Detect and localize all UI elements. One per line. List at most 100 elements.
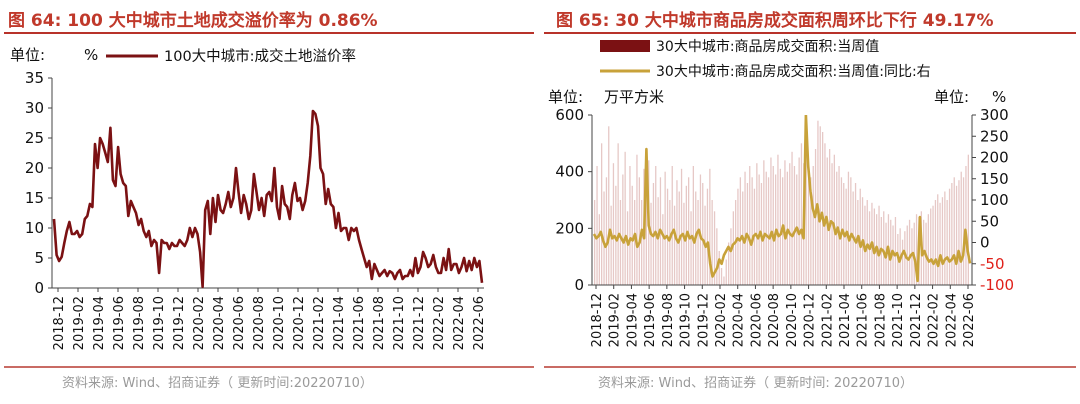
left-x-tick-label: 2021-10	[392, 296, 407, 350]
right-x-tick-label: 2019-02	[608, 293, 623, 347]
left-legend-label: 100大中城市:成交土地溢价率	[164, 47, 356, 65]
right-bar	[948, 188, 951, 285]
right-bar	[941, 197, 944, 285]
right-bar	[636, 154, 638, 285]
right-bar	[732, 211, 734, 285]
left-chart-panel: 图 64: 100 大中城市土地成交溢价率为 0.86% 单位:% 100大中城市…	[4, 11, 534, 391]
left-y-tick-label: 25	[25, 129, 44, 147]
left-line-chart: 单位:% 100大中城市:成交土地溢价率 0 5 10 15 20 25 30 35 2018-12…	[10, 46, 487, 350]
right-bar	[930, 208, 932, 285]
right-bar	[749, 166, 751, 285]
right-bar	[751, 177, 753, 285]
left-y-tick-label: 5	[34, 249, 44, 267]
right-bar	[962, 177, 965, 285]
right-x-tick-label: 2020-02	[714, 293, 729, 347]
right-bar	[634, 200, 636, 285]
left-y-tick-label: 10	[25, 219, 44, 237]
right-bar	[833, 154, 835, 285]
right-bar	[725, 259, 727, 285]
right-bar	[915, 214, 918, 285]
right-x-tick-label: 2021-02	[820, 293, 835, 347]
right-bar	[720, 268, 723, 285]
right-title-rule	[544, 32, 1076, 34]
right-bar	[730, 228, 732, 285]
right-bar	[706, 188, 709, 285]
right-left-y-tick-label: 0	[574, 276, 584, 294]
right-bar	[662, 214, 664, 285]
left-y-tick-label: 35	[25, 69, 44, 87]
right-unit-right-value: %	[992, 88, 1006, 106]
right-chart-panel: 图 65: 30 大中城市商品房成交面积周环比下行 49.17% 30大中城市:…	[540, 0, 1080, 404]
right-x-tick-label: 2019-04	[625, 293, 640, 347]
right-bar	[758, 174, 760, 285]
right-x-tick-label: 2021-04	[838, 293, 853, 347]
right-bar	[711, 200, 713, 285]
right-bar	[697, 200, 699, 285]
right-bar	[854, 183, 857, 285]
right-bar	[845, 188, 847, 285]
right-unit-right-label: 单位:	[934, 88, 969, 106]
right-x-tick-label: 2020-12	[803, 293, 818, 347]
right-left-y-tick-label: 400	[555, 163, 584, 181]
right-right-y-tick-label: 200	[980, 149, 1009, 167]
right-bar	[690, 211, 692, 285]
right-bar	[596, 166, 598, 285]
right-bar	[692, 166, 694, 285]
right-bar	[824, 143, 826, 285]
left-title-rule	[4, 32, 534, 34]
right-right-y-tick-label: -50	[980, 255, 1005, 273]
right-x-tick-label: 2021-12	[909, 293, 924, 347]
right-bar	[601, 143, 603, 285]
right-bar	[859, 188, 861, 285]
right-bar	[683, 202, 685, 285]
right-x-tick-label: 2020-10	[785, 293, 800, 347]
right-bar	[908, 219, 911, 285]
left-x-tick-label: 2021-04	[332, 296, 347, 350]
right-bar	[669, 200, 671, 285]
right-bar	[612, 163, 615, 285]
right-bar	[911, 228, 913, 285]
right-chart-title: 图 65: 30 大中城市商品房成交面积周环比下行 49.17%	[556, 11, 994, 31]
right-bar	[817, 120, 819, 285]
right-bar	[723, 276, 725, 285]
right-bar	[624, 151, 626, 285]
left-x-tick-label: 2020-02	[192, 296, 207, 350]
right-bar	[645, 191, 647, 285]
left-x-tick-label: 2022-04	[452, 296, 467, 350]
right-legend-bar-label: 30大中城市:商品房成交面积:当周值	[656, 38, 879, 55]
left-x-tick-label: 2021-12	[412, 296, 427, 350]
right-bar	[699, 174, 702, 285]
left-unit-label: 单位:	[10, 46, 45, 64]
right-left-y-tick-label: 200	[555, 219, 584, 237]
left-y-tick-label: 30	[25, 99, 44, 117]
left-x-tick-label: 2020-12	[292, 296, 307, 350]
right-bar	[878, 205, 880, 285]
left-x-tick-label: 2018-12	[52, 296, 67, 350]
right-bar	[650, 202, 652, 285]
left-x-tick-label: 2019-04	[92, 296, 107, 350]
right-bar	[850, 177, 852, 285]
right-bar	[664, 171, 666, 285]
right-bar	[716, 228, 718, 285]
right-bar	[791, 151, 793, 285]
right-bar	[892, 225, 894, 285]
left-x-tick-label: 2020-06	[232, 296, 247, 350]
right-bar	[873, 208, 875, 285]
right-bar	[822, 132, 824, 285]
right-bar	[784, 160, 786, 285]
right-bar	[709, 168, 711, 285]
left-x-tick-label: 2020-10	[272, 296, 287, 350]
right-bar	[641, 200, 643, 285]
right-bar	[728, 242, 730, 285]
right-right-y-tick-label: 0	[980, 234, 990, 252]
right-x-tick-label: 2020-04	[732, 293, 747, 347]
right-bar	[777, 154, 779, 285]
right-bar	[655, 166, 657, 285]
right-bar	[680, 168, 683, 285]
right-bar	[829, 149, 831, 285]
right-bar	[927, 214, 929, 285]
left-y-tick-label: 0	[34, 279, 44, 297]
right-bar	[767, 177, 770, 285]
left-x-tick-label: 2020-04	[212, 296, 227, 350]
right-bar	[744, 171, 746, 285]
